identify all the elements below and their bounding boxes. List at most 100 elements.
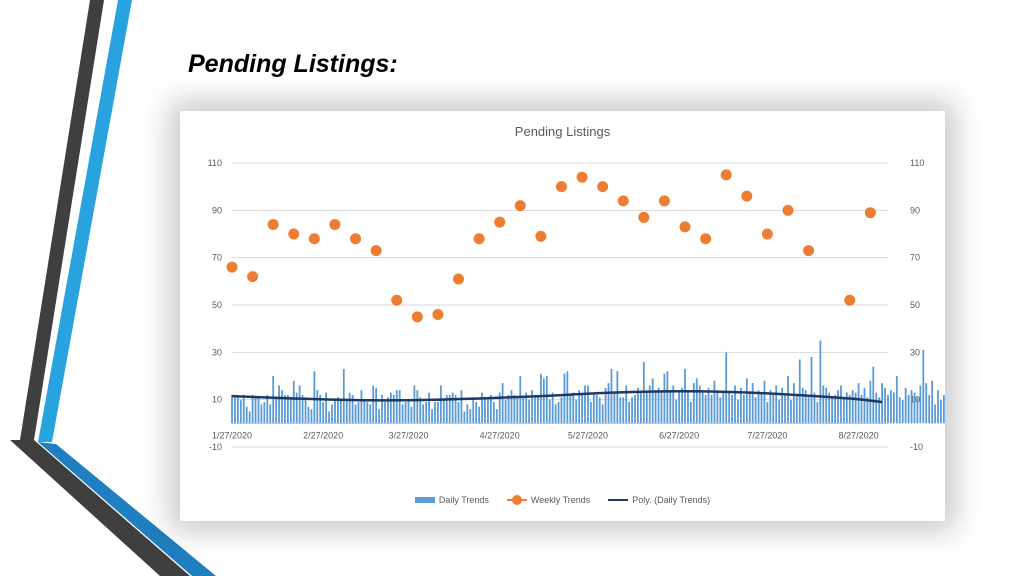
daily-bar [369,404,372,424]
weekly-point [679,221,691,233]
daily-bar [404,402,407,424]
daily-bar [554,404,557,424]
daily-bar [516,397,519,424]
daily-bar [763,380,766,424]
daily-bar [898,397,901,424]
slide-title: Pending Listings: [188,50,398,78]
daily-bar [239,399,242,424]
daily-bar [492,402,495,424]
weekly-point [247,271,259,283]
y-tick-label: 90 [212,205,222,215]
daily-bar [916,397,919,424]
daily-bar [257,397,260,424]
daily-bar [695,378,698,424]
daily-bar [701,390,704,424]
daily-bar [463,411,466,424]
daily-bar [675,399,678,424]
daily-bar [410,406,413,424]
daily-bar [910,390,913,424]
legend-label-poly: Poly. (Daily Trends) [632,495,711,505]
weekly-point [864,207,876,219]
daily-bar [398,390,401,424]
daily-bar [345,399,348,424]
daily-bar [319,394,322,424]
daily-bar [587,385,589,424]
daily-bar [810,357,813,424]
daily-bar [548,399,551,424]
daily-bar [478,406,481,424]
daily-bar [692,383,695,424]
daily-bar [848,394,851,424]
daily-bar [357,402,360,424]
daily-bar [507,394,510,424]
daily-bar [378,409,380,424]
daily-bar [337,397,339,424]
daily-bar [728,392,731,424]
daily-bar [342,368,345,424]
weekly-point [720,169,732,181]
daily-bar [284,394,286,424]
daily-bar [375,387,378,424]
daily-bar [254,397,257,424]
daily-bar [845,392,848,424]
daily-bar [475,402,478,424]
x-tick-label: 4/27/2020 [480,430,520,440]
daily-bar [781,387,783,424]
weekly-point [761,228,773,240]
daily-bar [825,387,828,424]
daily-bar [334,399,336,424]
daily-bar [537,397,539,424]
daily-bar [748,392,751,424]
blue-stripe-upper [38,0,132,442]
daily-bar [625,385,628,424]
daily-bar [592,392,595,424]
daily-bar [437,402,439,424]
daily-bar [289,397,292,424]
daily-bar [698,385,701,424]
daily-bar [942,394,945,424]
daily-bar [457,402,460,424]
daily-bar [919,385,922,424]
legend-item-daily: Daily Trends [414,495,489,505]
daily-bar [595,394,598,424]
daily-bar [872,366,875,424]
daily-bar [669,390,672,424]
weekly-point [350,233,362,245]
daily-bar [498,392,501,424]
daily-bar [310,409,313,424]
daily-bar [745,378,748,424]
daily-bar [269,404,272,424]
daily-bar [372,385,375,424]
daily-bar [428,392,430,424]
daily-bar [742,394,745,424]
y2-tick-label: 50 [910,300,920,310]
daily-bar [469,409,472,424]
daily-bar [634,394,636,424]
daily-bar [581,394,583,424]
daily-bar [307,406,310,424]
daily-bar [395,390,398,424]
daily-bar [837,390,839,424]
y2-tick-label: 30 [910,347,920,357]
daily-bar [851,390,854,424]
daily-bar [816,402,819,424]
daily-bar [904,387,907,424]
daily-bar [869,380,872,424]
weekly-point [617,195,629,207]
daily-bar [831,397,834,424]
daily-bar [610,368,613,424]
daily-bar [413,385,416,424]
weekly-point [700,233,712,245]
daily-bar [913,392,916,424]
daily-bar [757,390,760,424]
daily-bar [819,340,822,424]
daily-bar [325,392,328,424]
daily-bar [769,390,772,424]
pending-listings-chart: Pending Listings 110 90 70 50 30 10 -10 110 90 70 5… [208,124,945,452]
legend-swatch-line [608,499,629,501]
daily-bar [231,394,233,424]
weekly-point [535,230,547,242]
daily-bar [566,371,569,424]
daily-bar [648,385,651,424]
daily-bar [775,385,778,424]
